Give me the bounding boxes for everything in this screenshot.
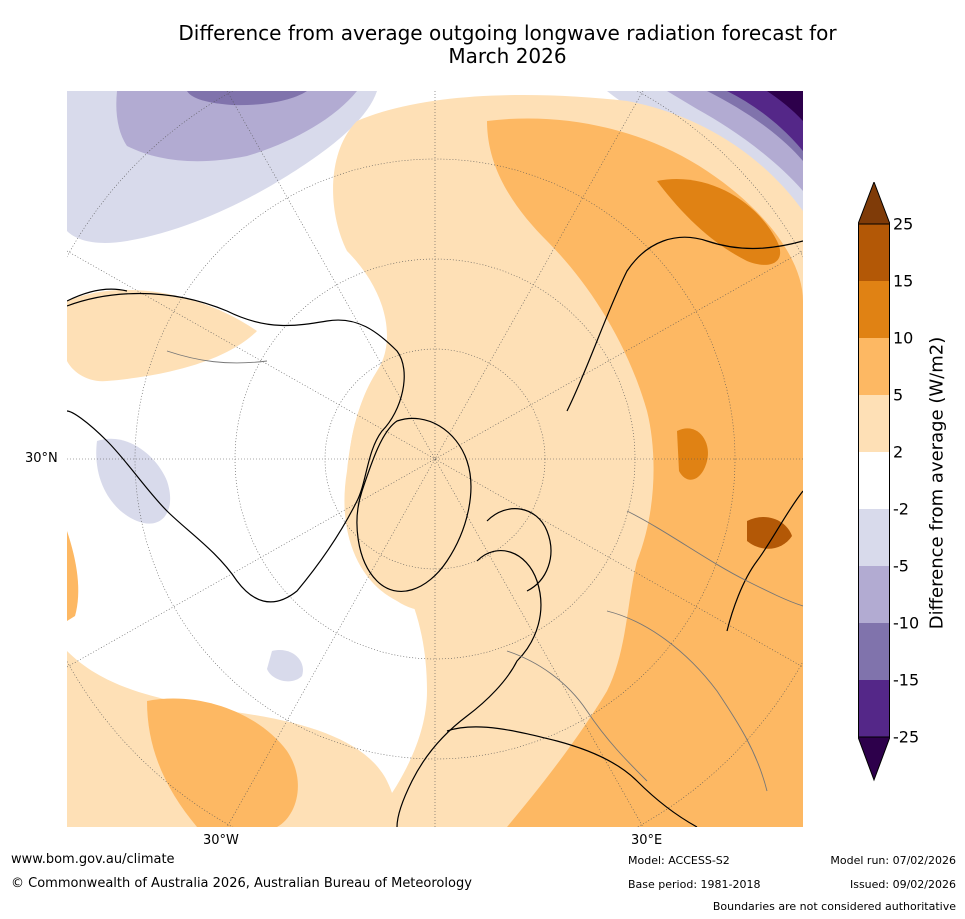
colorbar-svg [857, 180, 891, 782]
footer-model: Model: ACCESS-S2 [628, 854, 730, 867]
colorbar-band-neutral [858, 452, 890, 509]
coastline-greenland [356, 417, 472, 592]
lon-label-30w: 30°W [203, 833, 239, 848]
anomaly-positive-strong-asia [677, 428, 708, 480]
colorbar-band-neg10-neg15 [858, 623, 890, 680]
colorbar-band-neg5-neg10 [858, 566, 890, 623]
lat-label-30n: 30°N [25, 451, 58, 466]
border-asia [626, 510, 803, 607]
anomaly-negative-pacific-nw-inner [116, 91, 357, 162]
anomaly-positive-moderate-pacific [147, 698, 298, 827]
anomaly-negative-pacific-nw-core [187, 91, 307, 106]
coastline-north-america [67, 292, 405, 603]
colorbar-band-2-5 [858, 395, 890, 452]
polar-map [67, 91, 803, 827]
colorbar-band-neg2-neg5 [858, 509, 890, 566]
colorbar-band-neg15-neg25 [858, 680, 890, 737]
colorbar-tick-10: 10 [893, 328, 914, 348]
anomaly-negative-ne-corner-core [727, 91, 803, 151]
colorbar-band-15-25 [858, 224, 890, 281]
footer-copyright: © Commonwealth of Australia 2026, Austra… [11, 876, 472, 891]
colorbar-tick-neg15: -15 [893, 670, 920, 690]
footer-issued: Issued: 09/02/2026 [849, 878, 956, 891]
colorbar-tick-5: 5 [893, 385, 904, 405]
colorbar-extend-top [857, 180, 891, 225]
colorbar-frame [858, 223, 890, 738]
colorbar-tick-neg25: -25 [893, 727, 920, 747]
coastline-siberia [566, 236, 803, 412]
coastlines [67, 236, 803, 827]
footer-website[interactable]: www.bom.gov.au/climate [11, 852, 175, 867]
title-line-1: Difference from average outgoing longwav… [178, 21, 837, 45]
colorbar [857, 180, 891, 782]
anomaly-positive-light-arctic [344, 336, 511, 611]
title-line-2: March 2026 [448, 44, 567, 68]
colorbar-tick-neg2: -2 [893, 499, 909, 519]
footer-disclaimer: Boundaries are not considered authoritat… [712, 900, 956, 913]
border-asia-2 [606, 610, 768, 792]
colorbar-band-5-10 [858, 338, 890, 395]
anomaly-positive-strong-siberia [657, 179, 781, 265]
colorbar-tick-25: 25 [893, 214, 914, 234]
footer-base-period: Base period: 1981-2018 [628, 878, 761, 891]
graticule [67, 91, 803, 827]
lon-label-30e: 30°E [631, 833, 663, 848]
colorbar-title: Difference from average (W/m2) [926, 336, 948, 630]
colorbar-band-10-15 [858, 281, 890, 338]
colorbar-tick-2: 2 [893, 442, 904, 462]
anomaly-negative-atlantic [267, 650, 303, 682]
map-svg [67, 91, 803, 827]
anomaly-negative-ne-corner-extreme [767, 91, 803, 121]
footer-model-run: Model run: 07/02/2026 [830, 854, 956, 867]
coastline-mediterranean [446, 726, 698, 827]
anomaly-positive-moderate-west [67, 531, 79, 621]
coastline-east-asia [726, 490, 803, 632]
coastline-scandinavia [486, 508, 552, 592]
border-north-america [166, 350, 268, 364]
coastline-alaska [67, 288, 128, 302]
anomaly-positive-light-west [67, 289, 257, 382]
colorbar-extend-bottom [857, 736, 891, 782]
anomaly-negative-north-america [96, 438, 171, 524]
colorbar-tick-neg10: -10 [893, 613, 920, 633]
colorbar-tick-15: 15 [893, 271, 914, 291]
colorbar-tick-neg5: -5 [893, 556, 909, 576]
anomaly-positive-moderate-east [487, 118, 803, 827]
chart-title: Difference from average outgoing longwav… [100, 22, 915, 68]
borders [166, 350, 803, 792]
border-europe [506, 650, 648, 782]
coastline-europe [396, 550, 542, 827]
